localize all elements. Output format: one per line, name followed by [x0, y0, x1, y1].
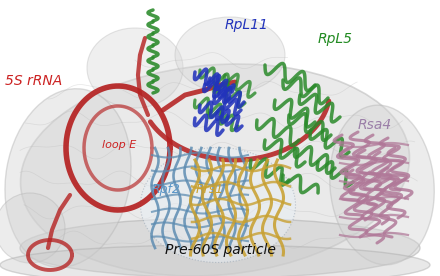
- Text: 5S rRNA: 5S rRNA: [5, 74, 62, 88]
- Text: Rrs1: Rrs1: [196, 183, 224, 196]
- Text: Pre-60S particle: Pre-60S particle: [165, 243, 275, 257]
- Text: RpL5: RpL5: [318, 32, 353, 46]
- Ellipse shape: [0, 245, 430, 276]
- Ellipse shape: [0, 193, 65, 263]
- Ellipse shape: [175, 17, 285, 93]
- Ellipse shape: [21, 64, 410, 276]
- Text: RpL11: RpL11: [225, 18, 269, 32]
- Text: loop E: loop E: [102, 140, 136, 150]
- Ellipse shape: [140, 147, 296, 262]
- Ellipse shape: [330, 105, 434, 265]
- Ellipse shape: [87, 28, 183, 108]
- Ellipse shape: [5, 89, 131, 267]
- Ellipse shape: [20, 218, 420, 276]
- Text: Rsa4: Rsa4: [358, 118, 392, 132]
- Text: Rpf2: Rpf2: [152, 183, 181, 196]
